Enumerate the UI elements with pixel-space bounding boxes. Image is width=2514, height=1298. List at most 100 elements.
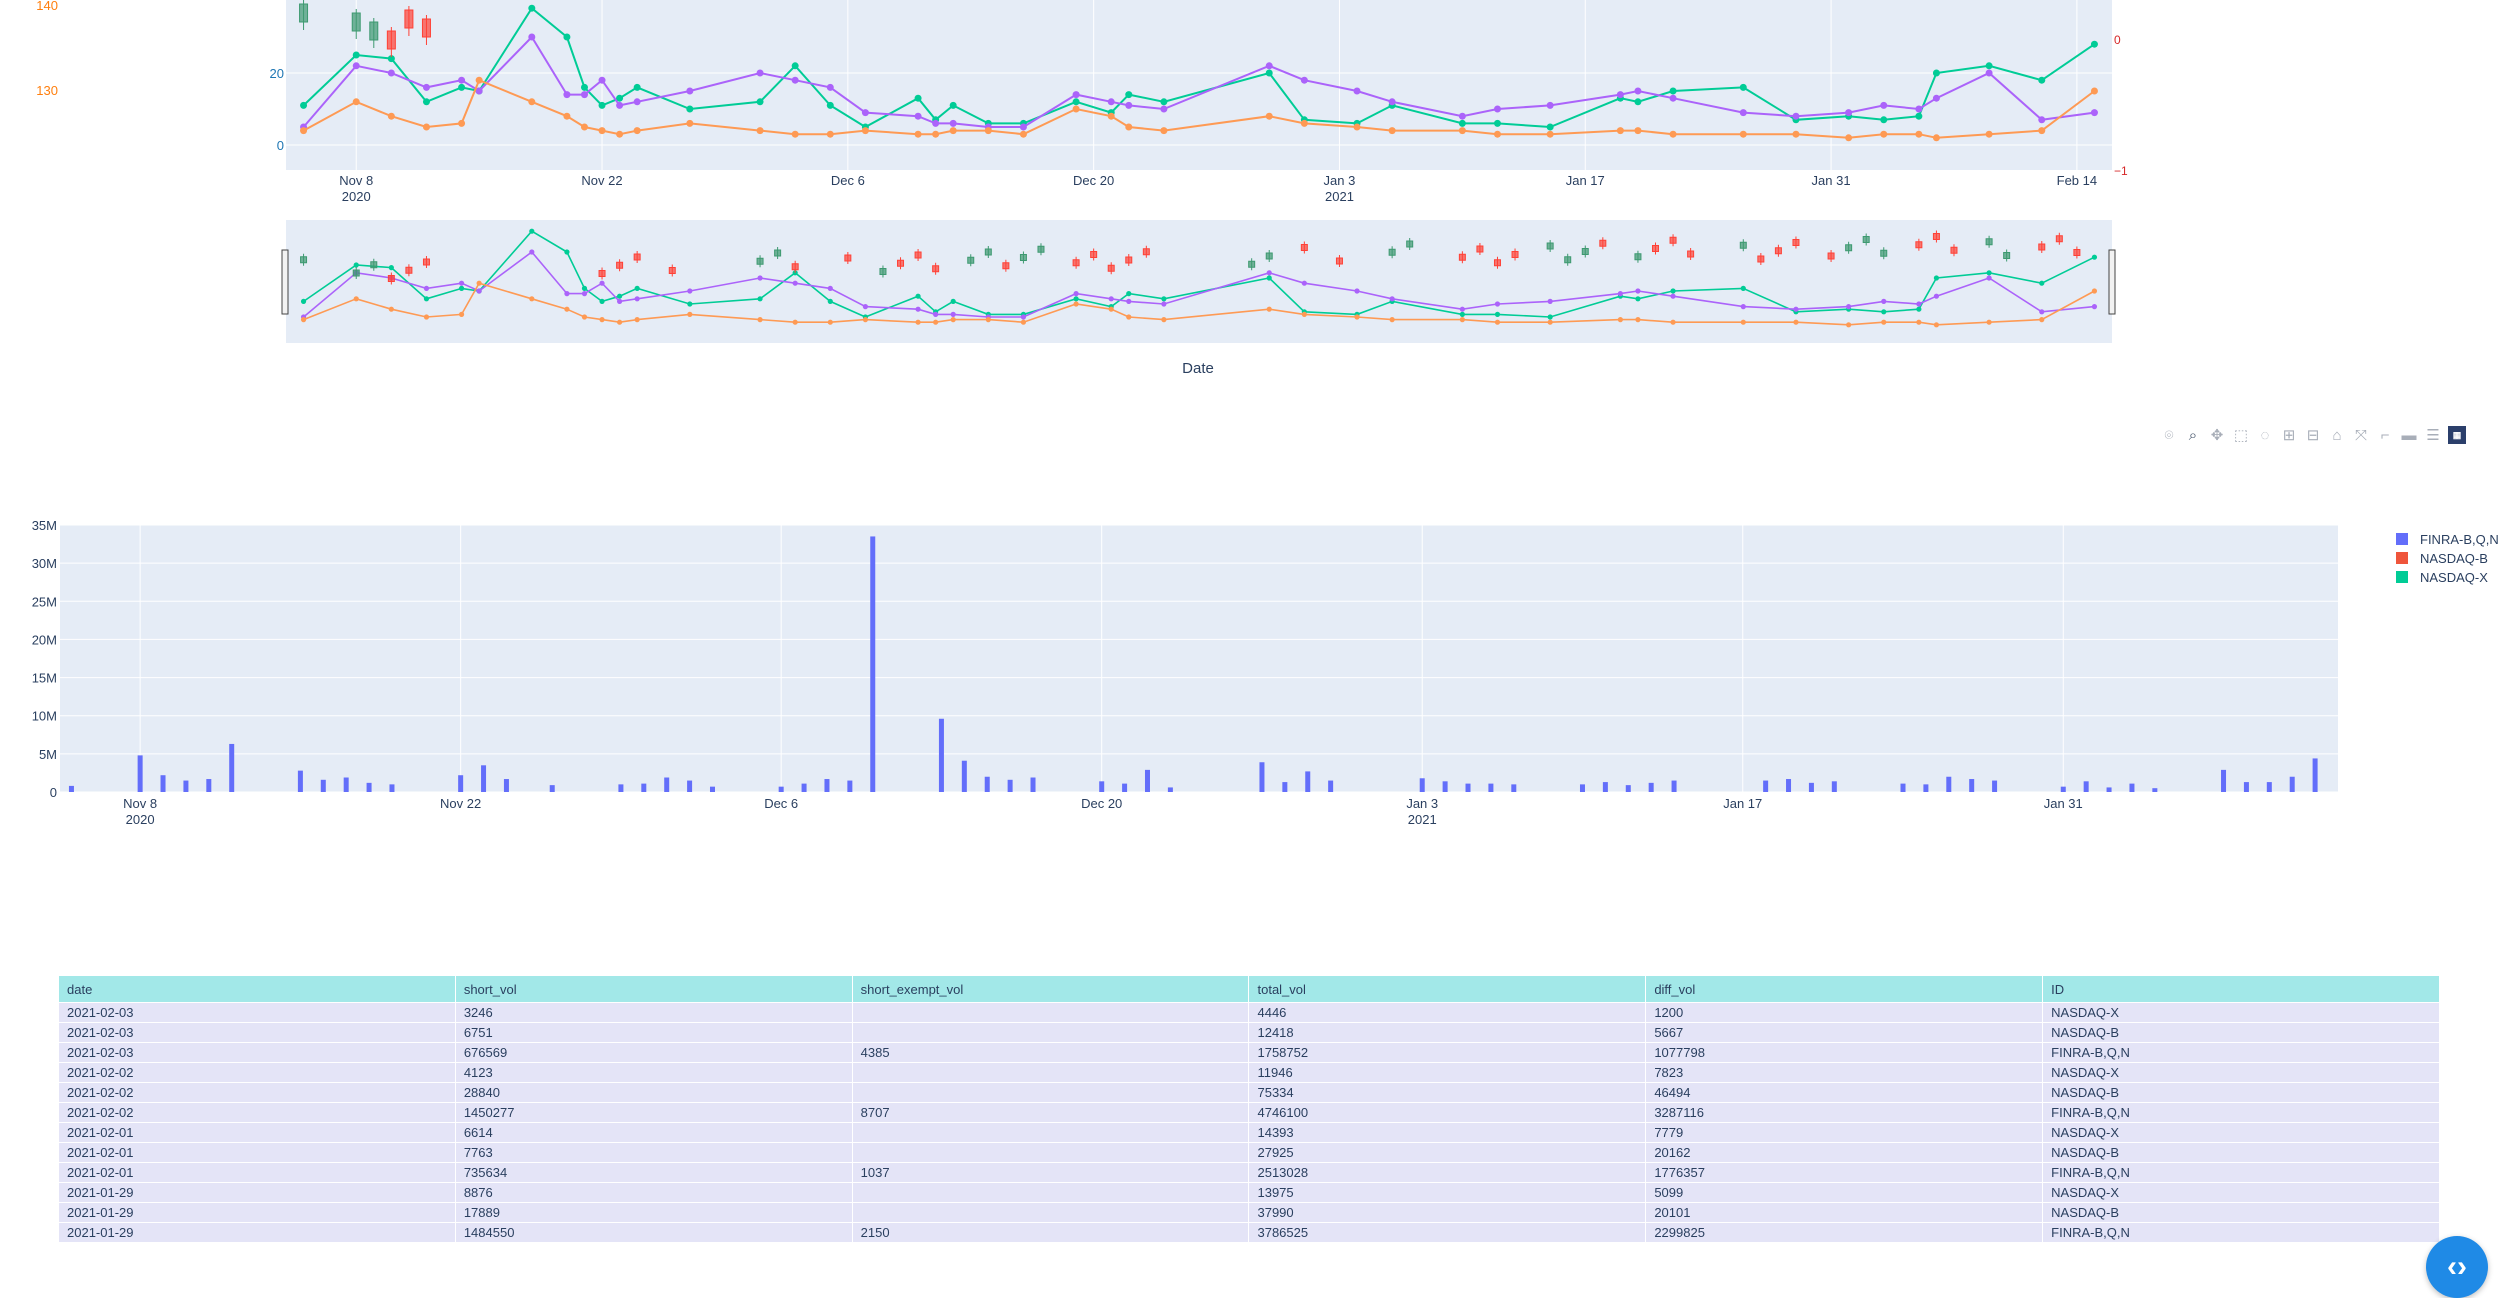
table-cell: 7823 [1645,1062,2044,1083]
bar [1282,782,1288,792]
bar-plot-area[interactable] [60,525,2338,792]
slider-candle-body [967,256,975,264]
series-point-green [949,101,957,109]
bar [1144,769,1150,792]
table-cell: 3786525 [1248,1222,1647,1243]
series-point-purple [1125,101,1133,109]
slider-candle-body [1581,248,1589,255]
bar [1786,779,1792,792]
series-point-purple [949,119,957,127]
bar [984,776,990,792]
slider-candle-body [1862,236,1870,243]
bar [1511,784,1517,792]
slider-point-purple [1389,296,1395,302]
bar [1602,782,1608,792]
bar [847,780,853,792]
slider-point-purple [599,280,605,286]
slider-point-green [827,298,833,304]
slider-candle-body [1037,245,1045,253]
series-point-green [616,94,624,102]
slider-candle-body [932,265,940,273]
table-cell: 2021-02-01 [58,1162,456,1183]
slider-point-orange [1020,319,1027,325]
zoom-icon[interactable]: ⌕ [2188,426,2198,444]
series-point-green [598,101,606,109]
x-tick-label: Jan 31 [1812,173,1851,188]
series-point-orange [1019,130,1027,138]
series-point-purple [1932,94,1940,102]
bar [2221,769,2227,792]
slider-point-purple [1020,314,1027,320]
bar [824,779,830,792]
slider-point-orange [388,306,394,312]
range-slider-right-handle[interactable] [2108,249,2116,315]
autoscale-icon[interactable]: ⤧ [2354,426,2367,444]
table-cell [851,1002,1250,1023]
hover-compare-icon[interactable]: ☰ [2426,427,2440,444]
series-point-purple [1388,98,1396,106]
series-point-purple [598,76,606,84]
plotly-logo-icon[interactable]: ▦ [2448,426,2466,444]
series-point-purple [528,33,536,41]
box-select-icon[interactable]: ⬚ [2233,427,2249,444]
slider-point-orange [950,317,956,323]
slider-candle-body [387,275,395,282]
slider-candle-body [1002,262,1010,270]
camera-icon[interactable]: ⌾ [2164,426,2174,444]
slider-point-purple [564,291,570,297]
series-point-green [1458,119,1466,127]
series-point-orange [300,127,308,135]
bar [664,777,670,792]
bar [1969,779,1975,792]
table-cell: 2021-01-29 [58,1222,456,1243]
slider-point-orange [529,296,535,302]
legend-swatch [2396,552,2408,564]
bar [2289,776,2295,792]
spike-lines-icon[interactable]: ⌐ [2380,426,2390,444]
bar [229,743,235,792]
bar [687,780,693,792]
slider-point-green [950,298,956,304]
slider-point-purple [2039,309,2045,315]
pan-icon[interactable]: ✥ [2210,427,2224,444]
series-point-orange [1300,119,1308,127]
slider-point-orange [599,317,605,323]
series-point-orange [1985,130,1993,138]
series-point-purple [1300,76,1308,84]
range-slider-left-handle[interactable] [281,249,289,315]
series-point-purple [563,91,571,99]
slider-candle-body [422,258,430,266]
table-cell: 17889 [454,1202,853,1223]
slider-point-orange [353,296,359,302]
table-cell: 4123 [454,1062,853,1083]
table-cell: 1037 [851,1162,1250,1183]
bar-x-tick: Nov 22 [440,796,481,811]
table-cell: 3246 [454,1002,853,1023]
series-point-purple [1634,87,1642,95]
table-cell: 12418 [1248,1022,1647,1043]
zoom-out-icon[interactable]: ⊟ [2306,427,2320,444]
zoom-in-icon[interactable]: ⊞ [2282,427,2296,444]
lasso-select-icon[interactable]: ◌ [2260,426,2270,444]
main-plot-area[interactable] [286,0,2112,170]
series-point-purple [826,83,834,91]
series-point-green [756,98,764,106]
bar [2312,758,2318,792]
slider-point-orange [458,311,465,317]
home-icon[interactable]: ⌂ [2332,426,2342,444]
series-point-orange [1669,130,1677,138]
slider-point-purple [1635,288,1641,294]
main-candlesticks [299,0,431,57]
series-point-green [633,83,641,91]
legend[interactable]: FINRA-B,Q,N NASDAQ-B NASDAQ-X [2396,532,2499,585]
code-toggle-button[interactable]: ‹› [2426,1236,2488,1298]
series-point-purple [1458,112,1466,120]
hover-closest-icon[interactable]: ▬ [2401,426,2417,444]
bar [1465,783,1471,792]
table-cell: 11946 [1248,1062,1647,1083]
slider-candle-body [1915,241,1923,249]
slider-candle-body [844,254,852,262]
slider-point-purple [1793,306,1799,312]
